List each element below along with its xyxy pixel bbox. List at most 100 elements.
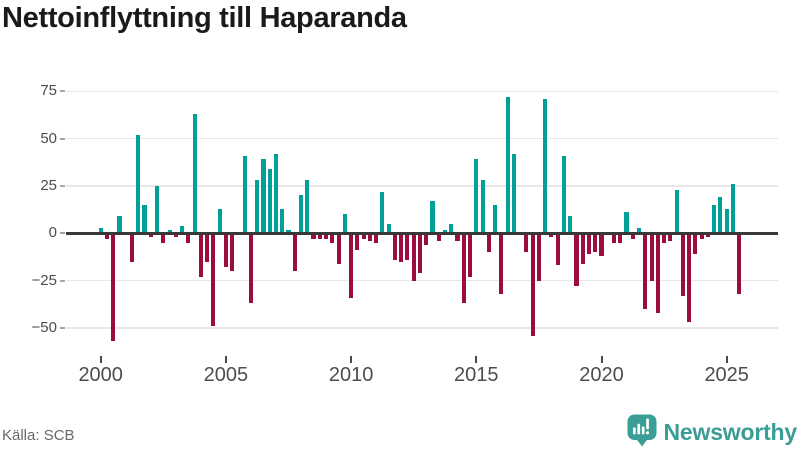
bar [580,233,585,264]
gridline [66,90,778,93]
bar [330,233,335,243]
bar [536,233,541,281]
y-axis-tick-mark [60,184,65,187]
bar [674,189,679,234]
bar [129,233,135,262]
bar [499,233,504,294]
bar [530,233,535,336]
bar [524,233,529,253]
x-axis-tick-mark [725,356,728,363]
y-axis-tick-label: 75 [40,82,57,100]
bar [142,204,147,234]
bar [505,97,510,234]
bar [730,184,735,234]
bar [643,233,648,310]
bar [286,229,291,234]
bar [117,216,122,234]
bar [624,212,629,234]
x-axis-tick-label: 2025 [704,364,749,386]
bar [374,233,379,243]
bar [455,233,460,241]
bar [217,208,222,234]
bar [436,233,441,241]
bar [699,233,704,239]
bar [737,233,742,294]
x-axis-tick-label: 2005 [203,364,249,386]
zero-line [66,232,778,235]
bar [712,204,717,234]
bar [630,233,635,239]
bar [173,233,178,238]
chart-title: Nettoinflyttning till Haparanda [2,2,407,34]
x-axis-tick-mark [350,356,353,363]
bar [611,233,617,243]
gridline [66,137,778,140]
bar [223,233,228,268]
gridline [66,327,778,329]
bar [273,153,279,234]
y-axis-tick-label: −25 [31,271,57,289]
bar [442,229,448,234]
bar [568,216,573,234]
bar [324,233,329,239]
bar [392,233,397,260]
bar [267,168,272,234]
bar [467,233,473,277]
bar [461,233,466,304]
bar [680,233,685,296]
bar [424,233,429,245]
bar [230,233,235,272]
source-label: Källa: SCB [2,427,75,444]
bar [486,233,491,253]
y-axis-tick-label: 50 [40,129,57,147]
bar [317,233,322,239]
y-axis-tick-mark [60,137,65,140]
bar [148,233,153,238]
bar [618,233,623,243]
bar [349,233,354,298]
y-axis-tick-label: −50 [31,318,57,336]
bar [511,153,516,234]
bar [342,214,347,234]
bar [493,204,498,234]
y-axis-tick-mark [60,326,65,329]
y-axis-tick-label: 25 [40,176,57,194]
bar [292,233,297,272]
bar [298,195,304,234]
bar [367,233,372,241]
gridline [66,185,778,187]
newsworthy-logo[interactable]: Newsworthy [627,414,797,450]
bar [586,233,592,255]
bar [474,159,479,234]
bar [655,233,660,313]
bar [248,233,253,304]
bar [662,233,667,243]
bar [336,233,341,264]
bar [167,229,172,234]
bar [399,233,404,262]
y-axis-tick-mark [60,279,65,282]
bar [405,233,410,260]
bar [637,227,642,234]
bar [687,233,692,323]
x-axis-tick-mark [224,356,227,363]
bar [98,227,103,234]
bar [180,225,185,234]
plot-area [66,85,778,352]
bar [480,180,485,234]
bar [198,233,203,277]
bar [186,233,191,243]
bar [649,233,654,281]
x-axis-tick-mark [99,356,102,363]
bar [693,233,698,255]
bar [449,223,454,234]
bar [311,233,316,239]
bar [136,134,141,234]
bar [543,98,548,234]
x-axis-tick-mark [600,356,603,363]
bar [386,223,391,234]
bar [211,233,216,327]
bar [724,208,729,234]
bar [361,233,366,239]
bar [280,208,285,234]
